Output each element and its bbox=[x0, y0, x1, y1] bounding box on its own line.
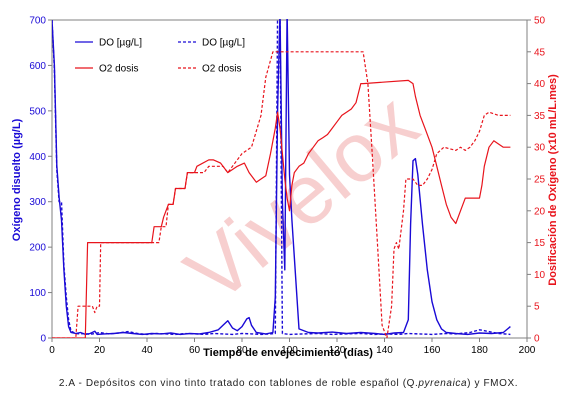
y-right-tick-label: 20 bbox=[534, 206, 546, 217]
y-left-tick-label: 500 bbox=[29, 106, 46, 117]
y-right-tick-label: 5 bbox=[534, 302, 540, 313]
y-right-tick-label: 30 bbox=[534, 143, 546, 154]
y-left-tick-label: 700 bbox=[29, 16, 46, 27]
y-right-tick-label: 15 bbox=[534, 238, 546, 249]
y-right-tick-label: 25 bbox=[534, 175, 546, 186]
y-left-tick-label: 0 bbox=[40, 334, 46, 345]
y-right-tick-label: 50 bbox=[534, 16, 546, 27]
x-tick-label: 160 bbox=[424, 345, 441, 356]
x-tick-label: 180 bbox=[471, 345, 488, 356]
x-tick-label: 0 bbox=[49, 345, 55, 356]
y-left-tick-label: 200 bbox=[29, 243, 46, 254]
x-tick-label: 100 bbox=[281, 345, 298, 356]
x-tick-label: 60 bbox=[189, 345, 201, 356]
axes bbox=[48, 19, 531, 342]
y-left-tick-label: 100 bbox=[29, 288, 46, 299]
y-axis-left-title: Oxígeno disuelto (µg/L) bbox=[11, 118, 23, 241]
y-right-tick-label: 40 bbox=[534, 79, 546, 90]
y-right-tick-label: 35 bbox=[534, 111, 546, 122]
x-axis-title: Tiempo de envejecimiento (días) bbox=[203, 347, 373, 359]
legend-do-solid-label: DO [µg/L] bbox=[99, 38, 142, 49]
tick-labels: 0 20 40 60 80 100 120 140 160 180 2000100200300400… bbox=[29, 16, 545, 357]
x-tick-label: 80 bbox=[236, 345, 248, 356]
y-left-tick-label: 400 bbox=[29, 152, 46, 163]
caption-species: pyrenaica bbox=[418, 378, 468, 389]
x-tick-label: 20 bbox=[94, 345, 106, 356]
y-left-tick-label: 300 bbox=[29, 197, 46, 208]
figure-caption: 2.A - Depósitos con vino tinto tratado c… bbox=[0, 378, 577, 389]
y-axis-right-title: Dosificación de Oxígeno (x10 mL/L.mes) bbox=[547, 74, 559, 286]
x-tick-label: 40 bbox=[141, 345, 153, 356]
x-tick-label: 140 bbox=[376, 345, 393, 356]
caption-prefix: 2.A - Depósitos con vino tinto tratado c… bbox=[58, 378, 419, 389]
caption-suffix: ) y FMOX. bbox=[467, 378, 519, 389]
x-tick-label: 120 bbox=[329, 345, 346, 356]
legend: DO [µg/L] DO [µg/L] O2 dosis O2 dosis bbox=[75, 38, 245, 75]
y-left-tick-label: 600 bbox=[29, 61, 46, 72]
series-layer bbox=[52, 19, 511, 338]
legend-o2-solid-label: O2 dosis bbox=[99, 64, 138, 75]
do-dashed-line bbox=[52, 19, 511, 336]
do-solid-line bbox=[52, 19, 511, 336]
y-right-tick-label: 10 bbox=[534, 270, 546, 281]
y-right-tick-label: 45 bbox=[534, 47, 546, 58]
legend-do-dashed-label: DO [µg/L] bbox=[202, 38, 245, 49]
legend-o2-dashed-label: O2 dosis bbox=[202, 64, 241, 75]
watermark-text: Vivelox bbox=[168, 75, 435, 320]
x-tick-label: 200 bbox=[519, 345, 536, 356]
y-right-tick-label: 0 bbox=[534, 334, 540, 345]
o2-dashed-line bbox=[52, 51, 511, 338]
